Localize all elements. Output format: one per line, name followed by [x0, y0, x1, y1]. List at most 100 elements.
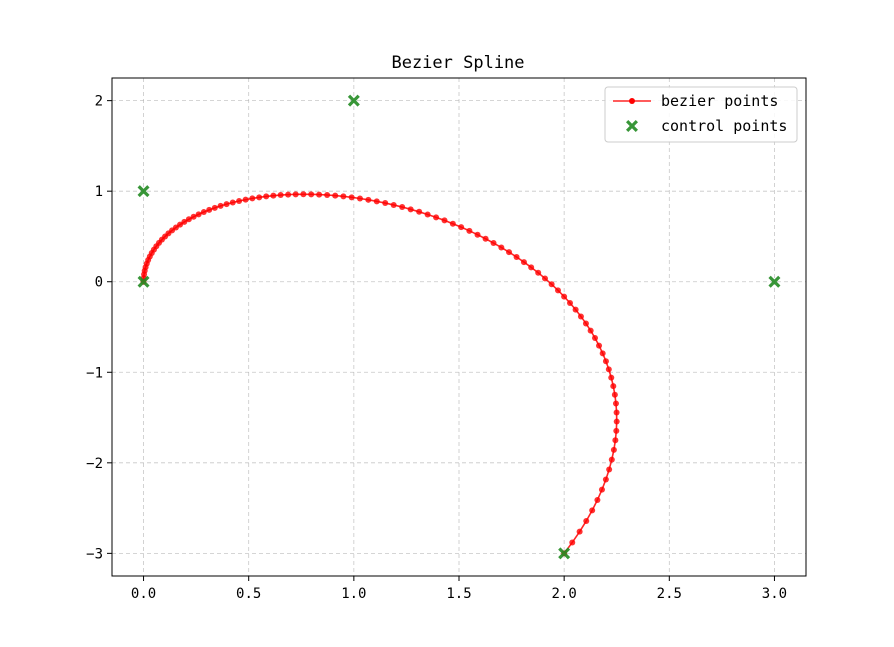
- bezier-point: [610, 446, 617, 453]
- bezier-point: [587, 327, 594, 334]
- bezier-point: [589, 507, 596, 514]
- bezier-point: [292, 191, 299, 198]
- bezier-point: [458, 224, 465, 231]
- bezier-point: [263, 193, 270, 200]
- bezier-point: [441, 217, 448, 224]
- bezier-point: [200, 209, 207, 216]
- y-tick-label: 0: [95, 275, 103, 291]
- bezier-point: [577, 313, 584, 320]
- bezier-point: [390, 201, 397, 208]
- legend-label-control: control points: [661, 117, 787, 135]
- bezier-point: [599, 350, 606, 357]
- bezier-point: [332, 192, 339, 199]
- control-point-marker: [137, 275, 150, 288]
- x-tick-label: 2.5: [657, 586, 682, 602]
- bezier-point: [466, 227, 473, 234]
- bezier-point: [382, 200, 389, 207]
- bezier-point: [474, 231, 481, 238]
- bezier-point: [177, 221, 184, 228]
- bezier-point: [316, 191, 323, 198]
- bezier-point: [612, 400, 619, 407]
- bezier-point: [424, 211, 431, 218]
- bezier-point: [407, 206, 414, 213]
- x-tick-label: 3.0: [762, 586, 787, 602]
- x-tick-label: 2.0: [552, 586, 577, 602]
- bezier-point: [613, 418, 620, 425]
- bezier-point: [185, 216, 192, 223]
- chart-title: Bezier Spline: [391, 53, 524, 73]
- bezier-point: [605, 366, 612, 373]
- bezier-point: [602, 358, 609, 365]
- bezier-point: [608, 374, 615, 381]
- bezier-point: [592, 335, 599, 342]
- bezier-point: [416, 208, 423, 215]
- bezier-point: [613, 427, 620, 434]
- bezier-point: [542, 275, 549, 282]
- bezier-point: [249, 195, 256, 202]
- bezier-point: [223, 201, 230, 208]
- bezier-point: [190, 213, 197, 220]
- bezier-point: [602, 476, 609, 483]
- bezier-point: [256, 194, 263, 201]
- bezier-point: [300, 191, 307, 198]
- bezier-point: [608, 456, 615, 463]
- bezier-point: [195, 211, 202, 218]
- bezier-point: [433, 214, 440, 221]
- bezier-point: [569, 539, 576, 546]
- bezier-point: [583, 517, 590, 524]
- bezier-point: [270, 192, 277, 199]
- control-point-marker: [558, 547, 571, 560]
- legend: bezier points control points: [604, 86, 798, 143]
- bezier-point: [308, 191, 315, 198]
- bezier-point: [365, 196, 372, 203]
- bezier-point: [324, 191, 331, 198]
- bezier-point: [340, 193, 347, 200]
- grid: [112, 78, 806, 576]
- bezier-point: [528, 264, 535, 271]
- bezier-point: [277, 192, 284, 199]
- bezier-point: [576, 528, 583, 535]
- bezier-point: [482, 235, 489, 242]
- legend-x-swatch: [626, 120, 638, 132]
- bezier-point: [211, 204, 218, 211]
- bezier-point: [242, 196, 249, 203]
- bezier-point: [513, 254, 520, 261]
- bezier-point: [285, 191, 292, 198]
- bezier-line: [142, 193, 618, 554]
- y-tick-label: −2: [86, 456, 103, 472]
- bezier-point: [217, 202, 224, 209]
- bezier-point: [594, 496, 601, 503]
- bezier-point: [561, 293, 568, 300]
- bezier-point: [572, 306, 579, 313]
- bezier-point: [548, 281, 555, 288]
- bezier-point: [498, 244, 505, 251]
- legend-box: [604, 86, 798, 143]
- bezier-point: [596, 342, 603, 349]
- control-point-marker: [137, 185, 150, 198]
- bezier-point: [449, 220, 456, 227]
- bezier-point: [606, 466, 613, 473]
- bezier-curve: [140, 191, 620, 557]
- bezier-point: [236, 197, 243, 204]
- bezier-point: [598, 486, 605, 493]
- x-tick-label: 0.5: [236, 586, 261, 602]
- y-tick-label: −3: [86, 546, 103, 562]
- y-tick-label: 1: [95, 184, 103, 200]
- bezier-point: [535, 269, 542, 276]
- bezier-point: [520, 259, 527, 266]
- bezier-point: [567, 300, 574, 307]
- control-point-marker: [347, 94, 360, 107]
- bezier-point: [356, 195, 363, 202]
- legend-label-bezier: bezier points: [661, 92, 778, 110]
- control-points: [137, 94, 781, 560]
- bezier-point: [554, 287, 561, 294]
- bezier-point: [399, 204, 406, 211]
- bezier-point: [229, 199, 236, 206]
- bezier-point: [373, 198, 380, 205]
- control-point-marker: [768, 275, 781, 288]
- bezier-point: [206, 206, 213, 213]
- legend-point-swatch: [629, 98, 635, 104]
- bezier-point: [612, 437, 619, 444]
- x-tick-label: 1.0: [341, 586, 366, 602]
